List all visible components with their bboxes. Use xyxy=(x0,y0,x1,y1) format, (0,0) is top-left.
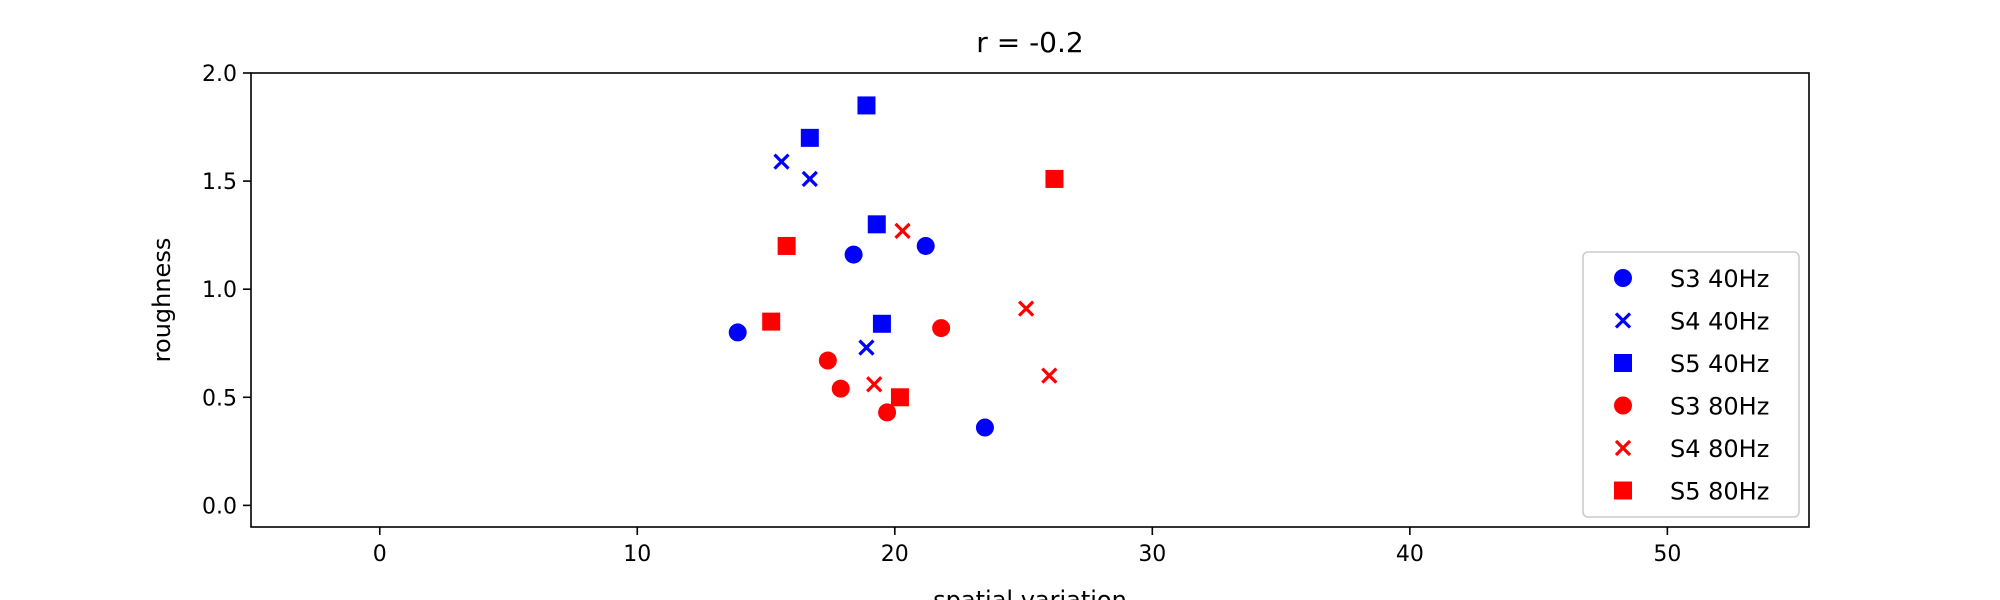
legend-label: S5 80Hz xyxy=(1670,478,1769,506)
data-point xyxy=(867,215,886,234)
x-axis: 0 10 20 30 40 50 xyxy=(373,527,1681,567)
legend-marker xyxy=(1614,269,1632,287)
y-tick-label: 2.0 xyxy=(202,62,237,87)
chart-title: r = -0.2 xyxy=(976,26,1083,59)
x-tick-label: 50 xyxy=(1653,542,1681,567)
data-point xyxy=(1045,169,1064,188)
data-point xyxy=(866,376,883,393)
data-point xyxy=(975,418,994,437)
data-point xyxy=(916,236,935,255)
legend-marker xyxy=(1614,481,1632,500)
legend-marker xyxy=(1614,354,1632,372)
legend-label: S4 40Hz xyxy=(1670,308,1769,336)
data-point xyxy=(773,153,790,170)
legend-label: S3 80Hz xyxy=(1670,393,1769,421)
legend: S3 40Hz S4 40Hz S5 40Hz S3 80Hz S4 80Hz S5 80… xyxy=(1582,251,1800,518)
data-point xyxy=(1018,300,1035,317)
data-point xyxy=(1041,367,1058,384)
data-point xyxy=(858,339,875,356)
y-axis: 0.0 0.5 1.0 1.5 2.0 xyxy=(202,62,251,519)
legend-marker xyxy=(1614,312,1632,329)
x-tick-label: 10 xyxy=(623,542,651,567)
y-tick-label: 0.0 xyxy=(202,494,237,519)
data-points xyxy=(728,96,1064,437)
data-point xyxy=(728,323,747,342)
y-axis-label: roughness xyxy=(148,238,176,363)
data-point xyxy=(878,403,897,422)
data-point xyxy=(831,379,850,398)
x-tick-label: 20 xyxy=(881,542,909,567)
legend-marker xyxy=(1614,439,1632,457)
x-tick-label: 40 xyxy=(1396,542,1424,567)
data-point xyxy=(777,236,796,255)
x-tick-label: 30 xyxy=(1138,542,1166,567)
data-point xyxy=(800,128,819,147)
data-point xyxy=(872,314,891,333)
x-axis-label: spatial variation xyxy=(933,586,1127,600)
data-point xyxy=(857,96,876,115)
x-tick-label: 0 xyxy=(373,542,387,567)
data-point xyxy=(801,170,818,188)
y-tick-label: 1.5 xyxy=(202,170,237,195)
y-tick-label: 1.0 xyxy=(202,278,237,303)
legend-label: S4 80Hz xyxy=(1670,435,1769,463)
data-point xyxy=(762,312,781,331)
legend-label: S5 40Hz xyxy=(1670,350,1769,378)
plot-area xyxy=(250,72,1810,528)
y-tick-label: 0.5 xyxy=(202,386,237,411)
data-point xyxy=(890,388,909,407)
data-point xyxy=(844,245,863,264)
legend-marker xyxy=(1614,396,1632,415)
data-point xyxy=(894,222,911,239)
legend-box xyxy=(1582,251,1800,518)
legend-label: S3 40Hz xyxy=(1670,265,1769,293)
data-point xyxy=(932,319,951,338)
data-point xyxy=(818,351,837,370)
